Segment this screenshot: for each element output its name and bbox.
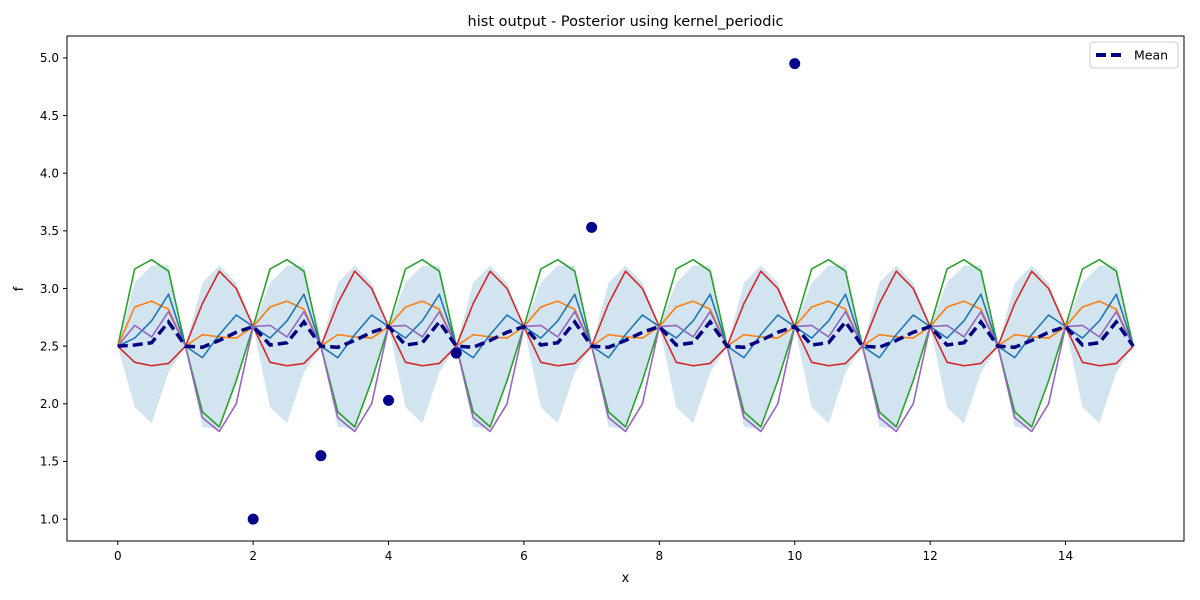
confidence-band-layer xyxy=(117,265,1134,430)
y-axis: 1.0 1.5 2.0 2.5 3.0 3.5 4.0 4.5 5.0 xyxy=(40,51,67,526)
y-tick-label: 2.5 xyxy=(40,339,59,353)
y-tick-label: 1.0 xyxy=(40,512,59,526)
y-tick-label: 1.5 xyxy=(40,455,59,469)
observation-point xyxy=(247,513,259,525)
x-tick-label: 8 xyxy=(656,549,664,563)
x-axis-label: x xyxy=(622,571,630,586)
observation-points-layer xyxy=(247,58,801,525)
y-tick-label: 3.0 xyxy=(40,282,59,296)
sample-series-line-4 xyxy=(117,293,1134,359)
sample-series-line-2 xyxy=(117,270,1134,367)
y-tick-label: 3.5 xyxy=(40,224,59,238)
sample-series-layer xyxy=(116,258,1135,433)
x-tick-label: 6 xyxy=(520,549,528,563)
y-axis-label: f xyxy=(12,286,27,291)
y-tick-label: 4.0 xyxy=(40,167,59,181)
sample-series-line-3 xyxy=(117,300,1134,347)
sample-series-line-1 xyxy=(116,258,1135,428)
x-tick-label: 12 xyxy=(922,549,937,563)
x-tick-label: 10 xyxy=(787,549,802,563)
legend-mean-label: Mean xyxy=(1134,48,1168,63)
observation-point xyxy=(383,394,395,406)
x-tick-label: 2 xyxy=(249,549,257,563)
plot-area xyxy=(116,58,1135,525)
observation-point xyxy=(789,58,801,70)
y-tick-label: 4.5 xyxy=(40,109,59,123)
mean-line xyxy=(117,319,1135,350)
observation-point xyxy=(450,347,462,359)
sample-series-line-5 xyxy=(117,310,1134,433)
observation-point xyxy=(586,221,598,233)
x-axis: 0 2 4 6 8 10 12 14 xyxy=(114,541,1073,563)
mean-line-layer xyxy=(117,319,1135,350)
legend: Mean xyxy=(1089,41,1179,69)
confidence-band xyxy=(117,265,1134,430)
chart-title: hist output - Posterior using kernel_per… xyxy=(468,14,784,30)
x-tick-label: 4 xyxy=(385,549,393,563)
x-tick-label: 0 xyxy=(114,549,122,563)
legend-box xyxy=(1089,41,1179,69)
y-tick-label: 5.0 xyxy=(40,51,59,65)
x-tick-label: 14 xyxy=(1058,549,1073,563)
observation-point xyxy=(315,450,327,462)
y-tick-label: 2.0 xyxy=(40,397,59,411)
